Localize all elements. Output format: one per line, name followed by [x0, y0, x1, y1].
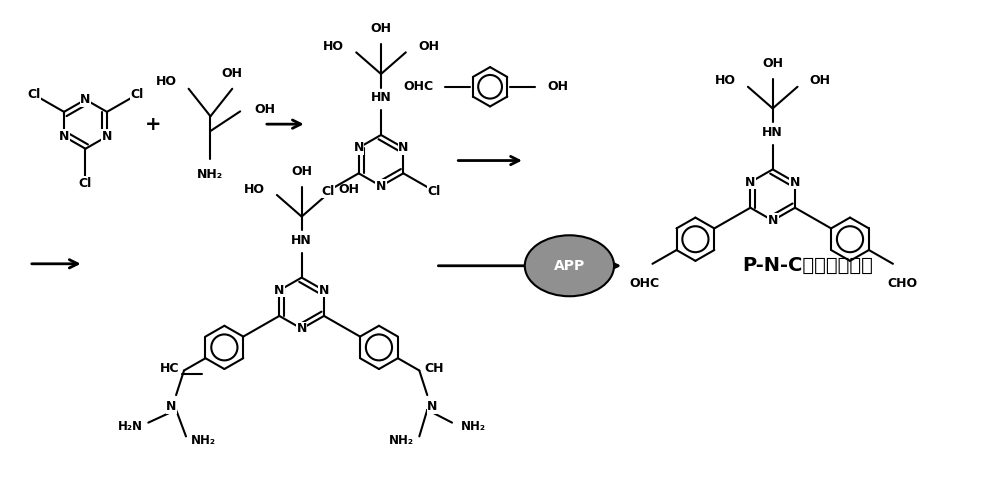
Text: CHO: CHO [888, 277, 918, 290]
Text: N: N [745, 176, 756, 188]
Text: Cl: Cl [321, 184, 334, 198]
Text: HO: HO [323, 40, 344, 53]
Text: N: N [319, 284, 329, 297]
Text: HN: HN [371, 91, 391, 104]
Text: APP: APP [554, 259, 585, 273]
Text: NH₂: NH₂ [461, 420, 486, 433]
Text: N: N [59, 130, 69, 143]
Text: +: + [145, 114, 161, 134]
Text: OH: OH [547, 80, 568, 93]
Text: NH₂: NH₂ [389, 434, 414, 447]
Text: OHC: OHC [629, 277, 660, 290]
Text: OH: OH [810, 75, 831, 87]
Text: NH₂: NH₂ [191, 434, 216, 447]
Text: OH: OH [418, 40, 439, 53]
Text: N: N [376, 179, 386, 193]
Text: HO: HO [244, 182, 265, 196]
Ellipse shape [525, 235, 614, 296]
Text: OH: OH [339, 182, 360, 196]
Text: N: N [427, 400, 437, 413]
Text: Cl: Cl [130, 88, 144, 101]
Text: N: N [296, 322, 307, 335]
Text: HN: HN [291, 234, 312, 246]
Text: OH: OH [371, 22, 392, 35]
Text: N: N [398, 141, 409, 154]
Text: OH: OH [762, 56, 783, 70]
Text: H₂N: H₂N [118, 420, 143, 433]
Text: OH: OH [222, 67, 243, 80]
Text: OH: OH [254, 103, 275, 116]
Text: OHC: OHC [404, 80, 434, 93]
Text: Cl: Cl [79, 177, 92, 190]
Text: HO: HO [715, 75, 736, 87]
Text: N: N [353, 141, 364, 154]
Text: Cl: Cl [27, 88, 41, 101]
Text: N: N [790, 176, 800, 188]
Text: N: N [80, 93, 91, 106]
Text: N: N [166, 400, 176, 413]
Text: HN: HN [762, 125, 783, 139]
Text: NH₂: NH₂ [197, 168, 223, 181]
Text: CH: CH [424, 362, 444, 375]
Text: N: N [102, 130, 112, 143]
Text: Cl: Cl [428, 184, 441, 198]
Text: N: N [768, 214, 778, 227]
Text: HO: HO [156, 76, 177, 88]
Text: P-N-C型膟胀阻燃剂: P-N-C型膟胀阻燃剂 [742, 256, 873, 275]
Text: HC: HC [160, 362, 179, 375]
Text: OH: OH [291, 165, 312, 178]
Text: N: N [274, 284, 285, 297]
